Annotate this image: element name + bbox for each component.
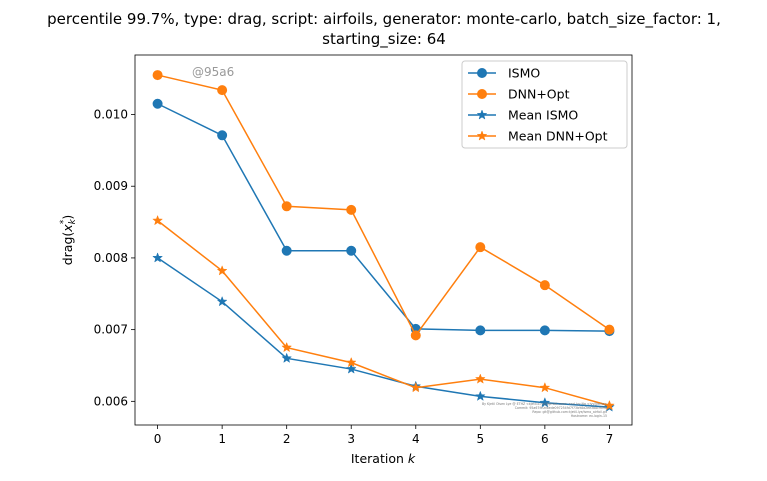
- data-point: [346, 204, 357, 215]
- chart-title-line-1: percentile 99.7%, type: drag, script: ai…: [47, 10, 721, 29]
- fine-print-line-1: By Kjetil Olsen Lye @ ETHZ <kjetil.o.lye…: [482, 402, 607, 406]
- y-tick-label: 0.006: [94, 394, 128, 408]
- x-tick-label: 7: [606, 432, 614, 446]
- legend-entry: DNN+Opt: [468, 87, 570, 102]
- legend-label: Mean ISMO: [508, 108, 578, 123]
- data-point: [604, 324, 615, 335]
- legend-entry: ISMO: [468, 66, 540, 81]
- data-point: [410, 330, 421, 341]
- y-tick-label: 0.009: [94, 179, 128, 193]
- data-point: [475, 242, 486, 253]
- data-point: [152, 214, 164, 226]
- x-tick-label: 1: [218, 432, 226, 446]
- data-point: [281, 341, 293, 353]
- y-axis-label: drag(xk*): [59, 215, 78, 266]
- legend-marker: [477, 68, 487, 78]
- y-axis-ticks: 0.006 0.007 0.008 0.009 0.010: [94, 108, 135, 408]
- fine-print-line-2: Commit: 95a67fe0d6ede097254fd7f73b98a2ee…: [515, 406, 607, 410]
- legend-entry: Mean DNN+Opt: [468, 129, 608, 144]
- series-layer: [152, 70, 615, 412]
- chart-title-line-2: starting_size: 64: [322, 30, 446, 49]
- legend-box: [461, 60, 628, 149]
- data-point: [474, 390, 486, 401]
- series-3: [152, 214, 615, 411]
- x-tick-label: 2: [283, 432, 291, 446]
- legend-marker: [477, 89, 487, 99]
- x-tick-label: 5: [476, 432, 484, 446]
- x-tick-label: 4: [412, 432, 420, 446]
- y-tick-label: 0.008: [94, 251, 128, 265]
- data-point: [217, 130, 228, 141]
- data-point: [346, 245, 357, 256]
- data-point: [281, 245, 292, 256]
- series-line: [157, 103, 610, 332]
- data-point: [152, 252, 164, 263]
- data-point: [603, 399, 615, 411]
- data-point: [152, 98, 163, 109]
- legend-label: ISMO: [508, 66, 540, 81]
- legend: ISMO DNN+Opt Mean ISMO Mean DNN+Opt: [461, 60, 628, 149]
- x-axis-label: Iteration k: [351, 451, 416, 466]
- data-point: [281, 352, 293, 363]
- series-line: [157, 257, 610, 408]
- legend-entry: Mean ISMO: [468, 108, 578, 123]
- data-point: [410, 381, 422, 393]
- series-line: [157, 74, 610, 337]
- x-tick-label: 0: [154, 432, 162, 446]
- legend-marker: [476, 109, 488, 120]
- data-point: [217, 85, 228, 96]
- data-point: [539, 397, 551, 408]
- data-point: [474, 373, 486, 384]
- fine-print-line-3: Repo: git@github.com:kjetil-lye/ismo_air…: [532, 410, 607, 414]
- fine-print-line-4: Hostname: ex-login-15: [571, 414, 607, 418]
- legend-label: DNN+Opt: [508, 87, 570, 102]
- series-line: [157, 220, 610, 407]
- data-point: [345, 356, 357, 368]
- watermark-text: @95a6: [192, 65, 234, 79]
- data-point: [539, 381, 551, 393]
- data-point: [539, 325, 550, 336]
- y-tick-label: 0.010: [94, 108, 128, 122]
- x-tick-label: 6: [541, 432, 549, 446]
- data-point: [281, 201, 292, 212]
- data-point: [216, 265, 228, 276]
- data-point: [216, 295, 228, 307]
- plot-frame: [134, 54, 633, 426]
- y-tick-label: 0.007: [94, 323, 128, 337]
- x-tick-label: 3: [347, 432, 355, 446]
- legend-label: Mean DNN+Opt: [508, 129, 608, 144]
- series-1: [152, 70, 615, 341]
- data-point: [152, 70, 163, 81]
- x-axis-ticks: 0 1 2 3 4 5 6 7: [154, 425, 613, 446]
- legend-marker: [476, 130, 488, 141]
- data-point: [345, 363, 357, 374]
- data-point: [475, 325, 486, 336]
- fine-print: By Kjetil Olsen Lye @ ETHZ <kjetil.o.lye…: [482, 402, 608, 418]
- data-point: [539, 280, 550, 291]
